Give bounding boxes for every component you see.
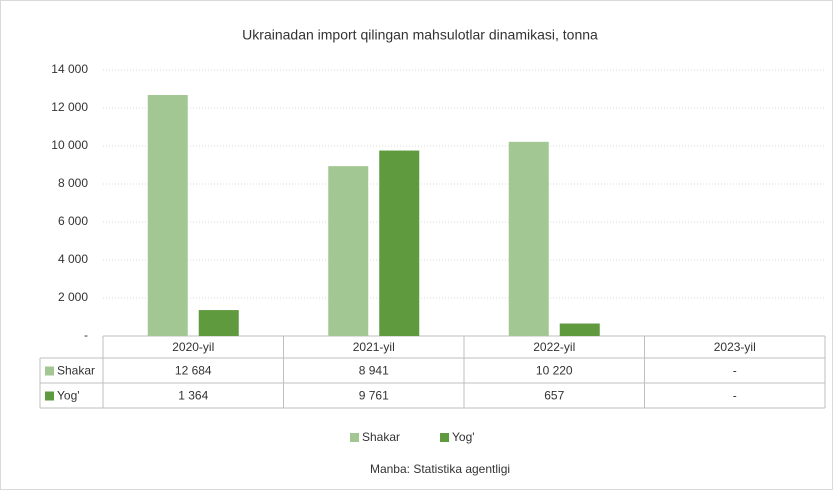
y-tick-label: 8 000 bbox=[58, 176, 88, 190]
table-value: 12 684 bbox=[175, 364, 212, 378]
table-value: - bbox=[733, 389, 737, 403]
table-key bbox=[45, 391, 54, 401]
x-tick-label: 2022-yil bbox=[533, 340, 575, 354]
y-tick-label: 14 000 bbox=[51, 62, 88, 76]
table-key bbox=[45, 366, 54, 376]
y-tick-label: 12 000 bbox=[51, 100, 88, 114]
bar bbox=[328, 166, 369, 336]
table-value: 10 220 bbox=[536, 364, 573, 378]
table-series-name: Yog' bbox=[57, 389, 80, 403]
bar bbox=[379, 150, 420, 336]
table-value: 657 bbox=[544, 389, 564, 403]
bar bbox=[198, 310, 239, 336]
table-value: 9 761 bbox=[359, 389, 389, 403]
y-tick-label: 4 000 bbox=[58, 252, 88, 266]
table-value: 8 941 bbox=[359, 364, 389, 378]
x-tick-label: 2021-yil bbox=[353, 340, 395, 354]
table-value: - bbox=[733, 364, 737, 378]
x-tick-label: 2023-yil bbox=[714, 340, 756, 354]
source: Manba: Statistika agentligi bbox=[370, 462, 510, 476]
y-tick-label: 6 000 bbox=[58, 214, 88, 228]
legend-key bbox=[440, 433, 450, 442]
legend-label: Yog' bbox=[452, 430, 475, 444]
bar bbox=[147, 95, 188, 336]
bar bbox=[559, 323, 600, 336]
bar bbox=[508, 141, 549, 336]
chart-title: Ukrainadan import qilingan mahsulotlar d… bbox=[242, 27, 598, 43]
y-tick-label: - bbox=[84, 328, 88, 342]
legend-key bbox=[350, 433, 359, 442]
x-tick-label: 2020-yil bbox=[172, 340, 214, 354]
y-tick-label: 2 000 bbox=[58, 290, 88, 304]
y-tick-label: 10 000 bbox=[51, 138, 88, 152]
table-value: 1 364 bbox=[178, 389, 208, 403]
table-series-name: Shakar bbox=[57, 364, 95, 378]
legend-label: Shakar bbox=[362, 430, 400, 444]
